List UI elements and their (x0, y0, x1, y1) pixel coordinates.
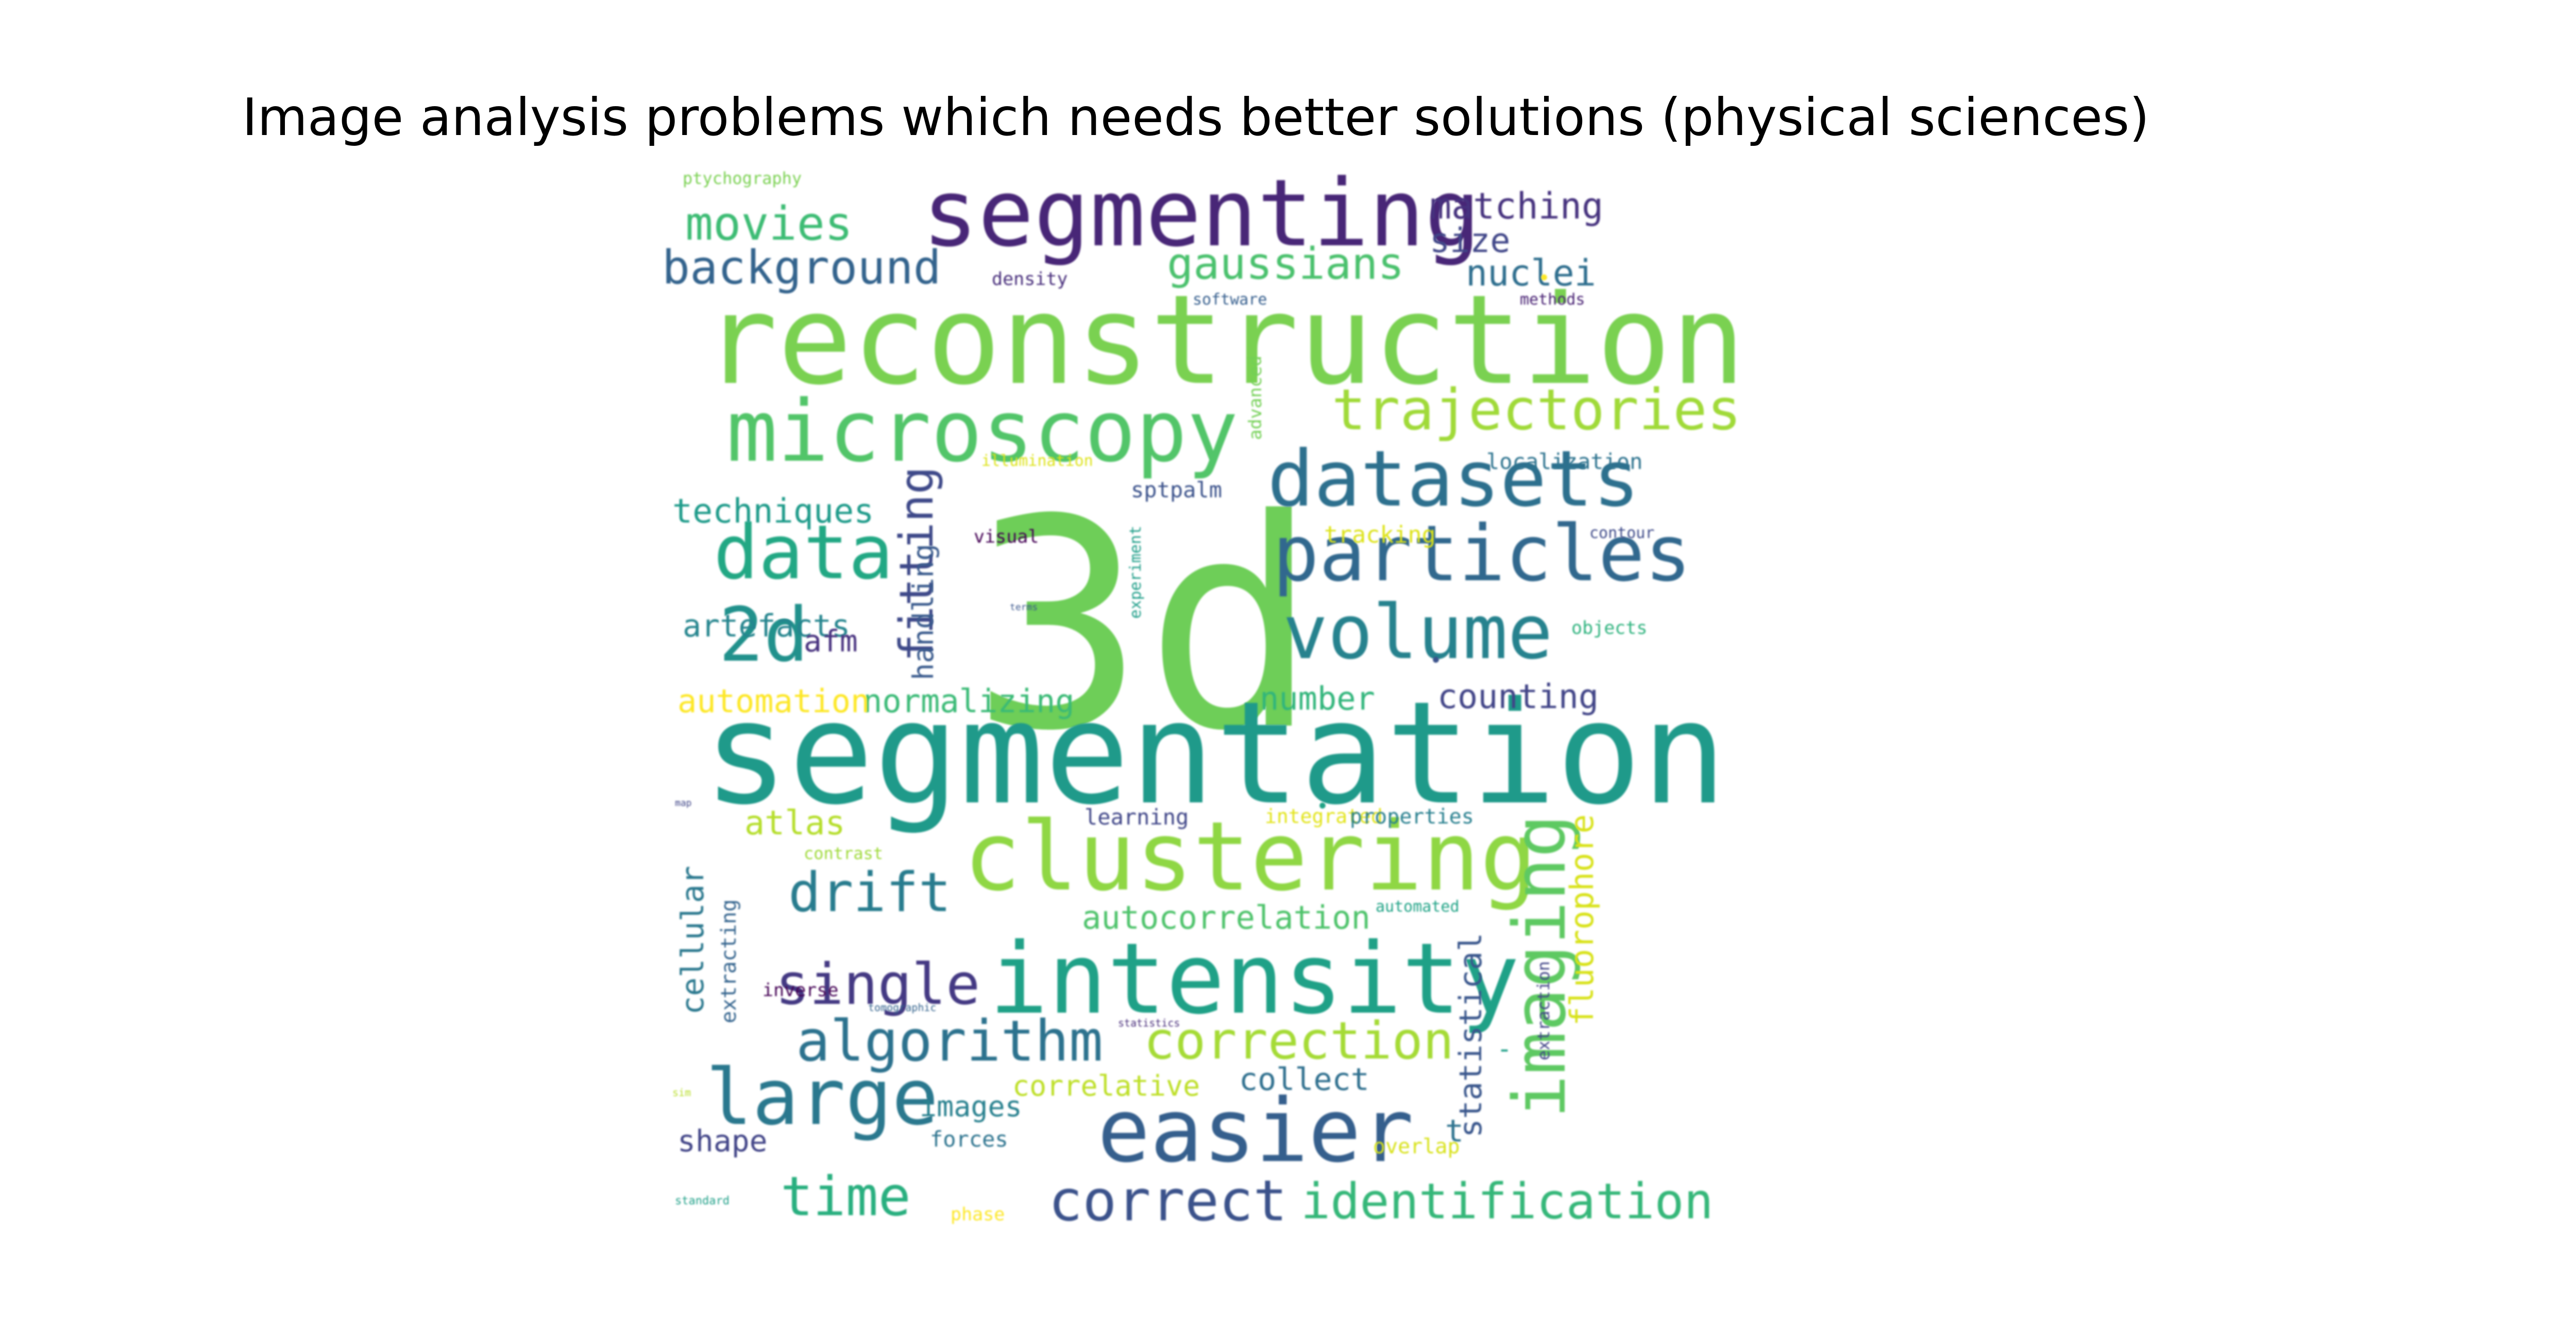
word-large: large (706, 1053, 939, 1143)
word-atlas: atlas (744, 804, 845, 843)
word-normalizing: normalizing (863, 682, 1075, 720)
word-contrast: contrast (804, 844, 884, 863)
word-methods: methods (1520, 291, 1585, 309)
word-map: map (675, 798, 692, 809)
word-correct: correct (1048, 1168, 1287, 1234)
word-objects: objects (1571, 618, 1648, 639)
word-properties: properties (1350, 805, 1474, 829)
word-statistical: statistical (1453, 933, 1489, 1138)
figure-title: Image analysis problems which needs bett… (242, 87, 2150, 147)
word-intensity: intensity (989, 922, 1520, 1036)
word-t: t (1445, 1113, 1464, 1149)
word-sim: sim (672, 1086, 691, 1099)
word-inverse: inverse (762, 980, 839, 1001)
word-cellular: cellular (675, 866, 711, 1015)
word-drift: drift (788, 861, 952, 924)
word-statistics: statistics (1118, 1017, 1180, 1029)
word-forces: forces (930, 1127, 1008, 1152)
word-techniques: techniques (672, 492, 874, 531)
word-integrated: integrated (1265, 805, 1383, 828)
word-volume: volume (1283, 589, 1553, 676)
word-experiment: experiment (1127, 526, 1145, 619)
word-tomographic: tomographic (868, 1001, 937, 1014)
word-fluorophore: fluorophore (1563, 814, 1601, 1026)
word-terms: terms (1010, 602, 1038, 613)
word-easier: easier (1097, 1080, 1414, 1182)
word-movies: movies (685, 197, 853, 251)
word-correlative: correlative (1012, 1069, 1200, 1102)
word-gaussians: gaussians (1167, 239, 1404, 290)
word-images: images (920, 1090, 1022, 1123)
word-2d: 2d (719, 592, 809, 679)
word-identification: identification (1301, 1173, 1714, 1230)
word-correction: correction (1144, 1011, 1454, 1071)
word-algorithm: algorithm (796, 1008, 1104, 1074)
word-shape: shape (677, 1123, 768, 1158)
word-tracking: tracking (1324, 521, 1436, 548)
word-collect: collect (1239, 1062, 1369, 1098)
word-afm: afm (804, 624, 858, 659)
word-advanced: advanced (1245, 356, 1266, 440)
word-clustering: clustering (963, 801, 1537, 912)
word-segmentation: segmentation (703, 671, 1727, 836)
word-sptpalm: sptpalm (1131, 477, 1223, 502)
word-phase: phase (951, 1204, 1005, 1225)
word-background: background (662, 241, 941, 295)
word-3d: 3d (971, 458, 1319, 794)
word-data: data (714, 509, 894, 596)
word-software: software (1193, 291, 1267, 309)
word-illumination: illumination (981, 452, 1093, 470)
word-extraction: extraction (1534, 961, 1553, 1061)
word-artefacts: artefacts (683, 608, 851, 644)
word-autocorrelation: autocorrelation (1082, 899, 1370, 936)
word-nuclei: nuclei (1466, 252, 1596, 294)
word-datasets: datasets (1267, 434, 1640, 524)
word-mark-78: • (1316, 795, 1329, 818)
word-automation: automation (677, 682, 870, 720)
word-time: time (781, 1165, 911, 1228)
word-microscopy: microscopy (726, 382, 1239, 481)
word-size: size (1430, 222, 1511, 260)
word-handling: handling (907, 544, 940, 680)
word-localization: localization (1486, 449, 1643, 474)
word-extracting: extracting (717, 899, 741, 1023)
word-visual: visual (974, 527, 1039, 547)
word-segmenting: segmenting (922, 160, 1481, 267)
word-mark-77: • (1430, 649, 1443, 673)
word-mark-81: - (1497, 1034, 1513, 1064)
word-matching: matching (1430, 185, 1604, 227)
word-automated: automated (1376, 898, 1460, 916)
word-trajectories: trajectories (1332, 377, 1739, 443)
word-counting: counting (1437, 678, 1599, 716)
word-learning: learning (1084, 804, 1189, 830)
word-single: single (775, 951, 980, 1017)
word-standard: standard (675, 1195, 730, 1207)
word-density: density (992, 269, 1068, 290)
word-reconstruction: reconstruction (703, 268, 1739, 412)
word-particles: particles (1273, 509, 1691, 599)
word-ptychography: ptychography (683, 169, 802, 188)
word-cloud: 3d segmentation reconstruction segmenting cl… (662, 160, 1739, 1237)
word-mark-79: • (1538, 266, 1551, 290)
word-overlap: overlap (1373, 1135, 1460, 1158)
word-number: number (1260, 680, 1375, 717)
word-contour: contour (1589, 524, 1655, 542)
